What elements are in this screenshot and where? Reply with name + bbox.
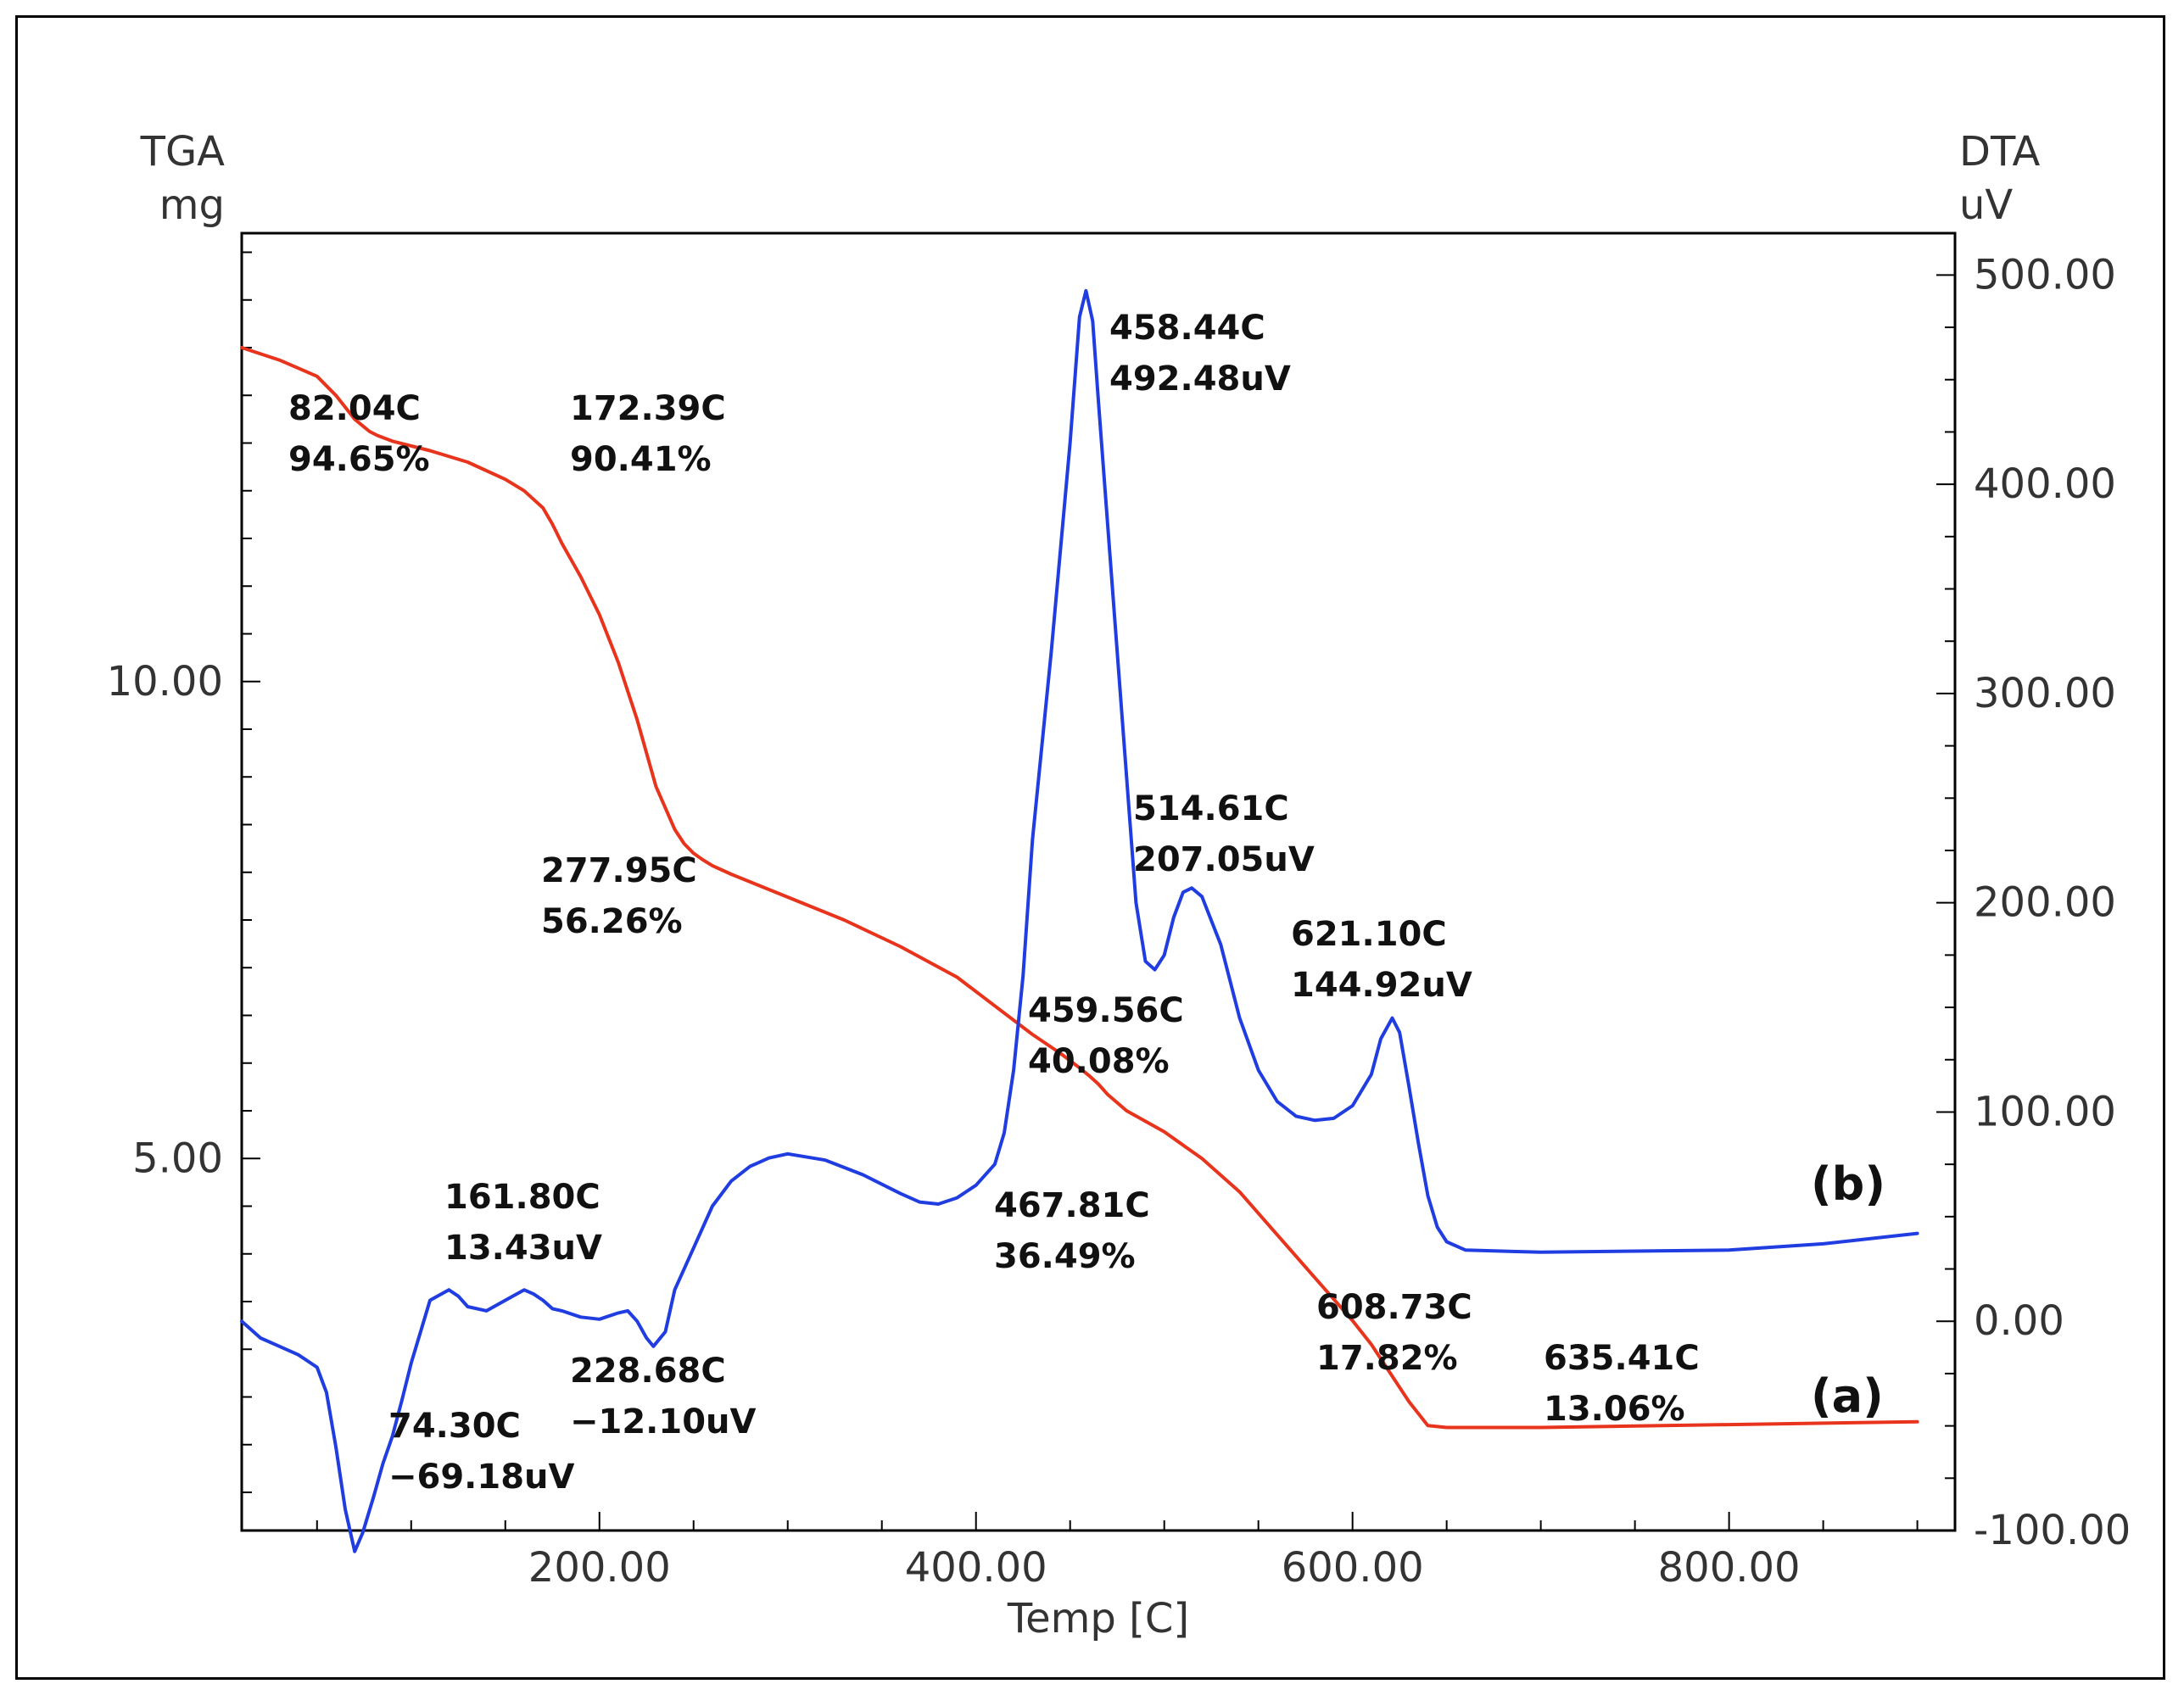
- right-axis-tick-label: 200.00: [1974, 879, 2116, 927]
- annotation-temperature: 514.61C: [1133, 789, 1289, 828]
- annotation-value: −12.10uV: [570, 1402, 757, 1441]
- annotation-value: 13.06%: [1544, 1390, 1685, 1429]
- annotation-temperature: 228.68C: [570, 1352, 726, 1391]
- annotation-temperature: 635.41C: [1544, 1339, 1700, 1378]
- x-axis-tick-label: 600.00: [1282, 1544, 1424, 1592]
- right-axis-unit: uV: [1959, 181, 2013, 229]
- left-axis-title: TGA: [140, 128, 226, 176]
- annotation-value: 207.05uV: [1133, 840, 1315, 879]
- annotation-value: 492.48uV: [1109, 360, 1291, 399]
- x-axis-label: Temp [C]: [1007, 1595, 1189, 1642]
- annotation-temperature: 458.44C: [1109, 309, 1265, 348]
- dta-line: [240, 288, 1919, 1553]
- annotation-temperature: 277.95C: [541, 851, 697, 890]
- x-axis-tick-label: 400.00: [905, 1544, 1047, 1592]
- right-axis-title: DTA: [1959, 128, 2041, 176]
- annotation-temperature: 172.39C: [570, 389, 726, 428]
- plot-area: [240, 231, 1957, 1532]
- annotation-temperature: 82.04C: [288, 389, 421, 428]
- annotation-value: −69.18uV: [388, 1458, 575, 1497]
- figure-frame: [15, 15, 2165, 1680]
- tga-line: [240, 346, 1919, 1430]
- annotation-temperature: 608.73C: [1316, 1288, 1472, 1327]
- left-axis-tick-label: 5.00: [132, 1135, 223, 1182]
- annotation-temperature: 467.81C: [994, 1186, 1150, 1225]
- annotation-value: 90.41%: [570, 440, 712, 479]
- series-label: (a): [1811, 1369, 1884, 1423]
- right-axis-tick-label: 100.00: [1974, 1088, 2116, 1135]
- annotation-temperature: 74.30C: [388, 1407, 521, 1446]
- annotation-value: 36.49%: [994, 1237, 1136, 1276]
- annotation-value: 17.82%: [1316, 1339, 1458, 1378]
- x-axis-tick-label: 200.00: [528, 1544, 671, 1592]
- right-axis-tick-label: -100.00: [1974, 1507, 2131, 1554]
- right-axis-tick-label: 300.00: [1974, 670, 2116, 717]
- left-axis-unit: mg: [159, 181, 225, 229]
- annotation-temperature: 161.80C: [444, 1178, 600, 1217]
- annotation-value: 144.92uV: [1291, 966, 1472, 1005]
- left-axis-tick-label: 10.00: [107, 658, 223, 705]
- right-axis-tick-label: 500.00: [1974, 251, 2116, 298]
- right-axis-tick-label: 400.00: [1974, 460, 2116, 508]
- annotation-value: 94.65%: [288, 440, 430, 479]
- right-axis-tick-label: 0.00: [1974, 1297, 2064, 1345]
- annotation-temperature: 459.56C: [1028, 991, 1184, 1030]
- annotation-value: 56.26%: [541, 902, 683, 941]
- series-label: (b): [1811, 1157, 1885, 1211]
- annotation-temperature: 621.10C: [1291, 915, 1447, 954]
- annotation-value: 40.08%: [1028, 1042, 1170, 1081]
- x-axis-tick-label: 800.00: [1658, 1544, 1801, 1592]
- annotation-value: 13.43uV: [444, 1229, 602, 1268]
